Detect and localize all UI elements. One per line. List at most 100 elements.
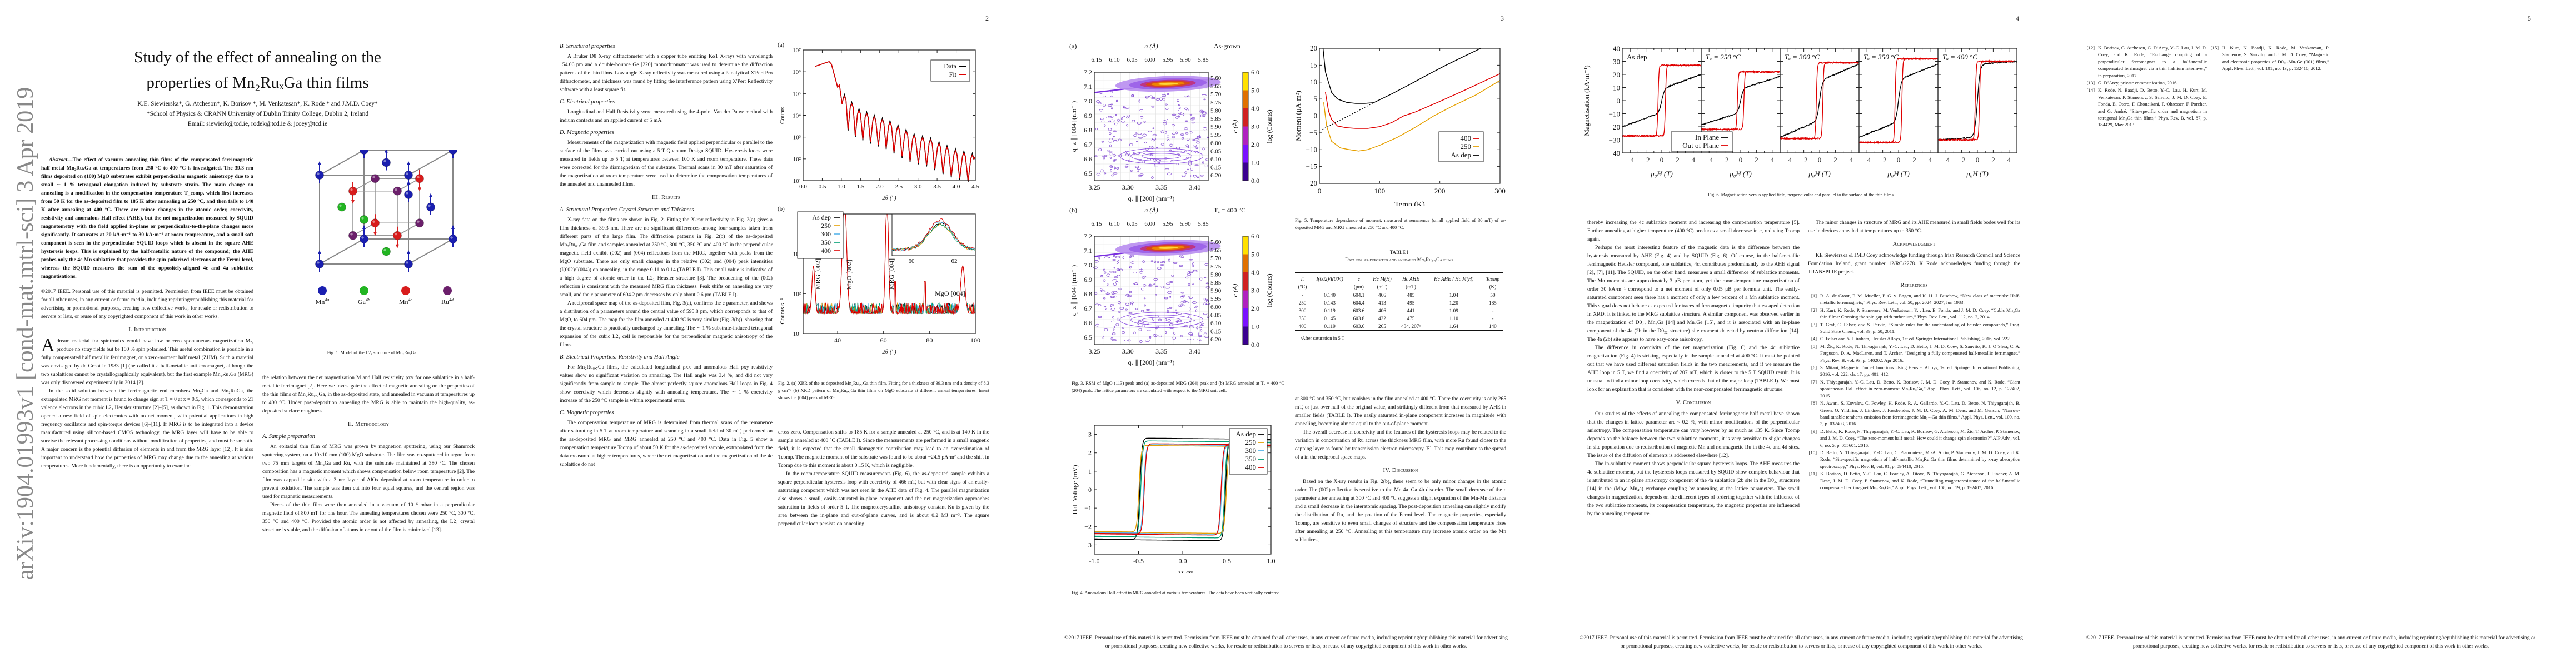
y-tick-label: 3 bbox=[1088, 431, 1092, 439]
contour-speck bbox=[1113, 153, 1116, 157]
legend-label: In Plane bbox=[1695, 133, 1719, 141]
contour-speck bbox=[1183, 300, 1187, 303]
contour-speck bbox=[1135, 132, 1138, 135]
contour-speck bbox=[1110, 116, 1114, 118]
contour-speck bbox=[1185, 276, 1189, 279]
x-tick-label: 0 bbox=[1818, 156, 1822, 164]
contour-speck bbox=[1204, 277, 1207, 278]
contour-speck bbox=[1115, 256, 1120, 258]
contour-speck bbox=[1180, 301, 1184, 304]
contour-speck bbox=[1126, 114, 1130, 118]
contour-speck bbox=[1111, 320, 1116, 322]
top-tick-label: 6.00 bbox=[1144, 57, 1155, 63]
colorbar-tick-label: 4.0 bbox=[1251, 104, 1259, 112]
contour-speck bbox=[1185, 132, 1189, 135]
p2-right-paragraph-1: cross zero. Compensation shifts to 185 K… bbox=[778, 429, 989, 469]
inset-tick-label: 60 bbox=[909, 258, 915, 265]
left-column-p1: Abstract—The effect of vacuum annealing … bbox=[41, 156, 253, 470]
contour-speck bbox=[1142, 276, 1145, 279]
legend-site: 4a bbox=[325, 297, 330, 302]
fig4-caption: Fig. 4. Anomalous Hall effect in MRG ann… bbox=[1072, 590, 1281, 595]
contour-speck bbox=[1185, 301, 1189, 303]
atom-mn4a bbox=[426, 202, 435, 212]
section-references: References bbox=[1900, 282, 1928, 288]
table-header-cell: Hc M(H) bbox=[1368, 272, 1397, 283]
top-tick-label: 6.10 bbox=[1109, 57, 1120, 63]
contour-speck bbox=[1143, 284, 1147, 287]
contour-speck bbox=[1115, 323, 1119, 326]
contour-speck bbox=[1133, 134, 1137, 137]
top-tick-label: 5.95 bbox=[1162, 221, 1173, 227]
contour-speck bbox=[1125, 293, 1130, 297]
contour-speck bbox=[1098, 316, 1102, 318]
contour-speck bbox=[1138, 328, 1142, 331]
table-cell: 0.119 bbox=[1324, 308, 1336, 313]
y-tick-label: 15 bbox=[1310, 61, 1317, 69]
contour-speck bbox=[1199, 339, 1202, 342]
contour-speck bbox=[1139, 271, 1144, 274]
arrow-head bbox=[407, 161, 410, 165]
contour-speck bbox=[1101, 120, 1105, 122]
right-axis-label: c (Å) bbox=[1231, 120, 1239, 133]
legend-label: 400 bbox=[1245, 463, 1257, 471]
legend-label: Mn bbox=[315, 298, 325, 306]
arrow-head bbox=[407, 250, 410, 254]
table-cell: 603.6 bbox=[1353, 308, 1365, 313]
right-column-p4: The minor changes in structure of MRG an… bbox=[1808, 218, 2020, 491]
contour-speck bbox=[1130, 301, 1134, 304]
contour-speck bbox=[1169, 307, 1173, 309]
legend-item: Mn4a bbox=[311, 286, 333, 306]
contour-speck bbox=[1150, 260, 1154, 262]
legend-label: 400 bbox=[821, 247, 831, 255]
colorbar-segment bbox=[1243, 236, 1248, 255]
y-tick-label: 40 bbox=[1613, 44, 1620, 53]
contour-speck bbox=[1112, 271, 1117, 273]
atom-ru bbox=[415, 218, 424, 228]
reference-item: [2] H. Kurt, K. Rode, P. Stamenov, M. Ven… bbox=[1808, 307, 2020, 321]
atom-mn4a bbox=[382, 158, 391, 167]
contour-speck bbox=[1167, 311, 1169, 313]
panel-label: (a) bbox=[778, 42, 785, 48]
x-tick-label: 4 bbox=[1771, 156, 1775, 164]
colorbar-tick-label: 2.0 bbox=[1251, 141, 1259, 148]
x-tick-label: 2 bbox=[1991, 156, 1995, 164]
contour-speck bbox=[1175, 116, 1179, 119]
table-unit-cell bbox=[1310, 283, 1350, 291]
reference-item: [14] K. Rode, N. Baadji, D. Betto, Y.-C. … bbox=[2086, 87, 2207, 128]
contour-speck bbox=[1154, 166, 1158, 167]
y-tick-label: −3 bbox=[1084, 541, 1092, 549]
lattice-edge bbox=[319, 238, 365, 265]
x-tick-label: 100 bbox=[970, 336, 980, 344]
x-tick-label: 4 bbox=[1850, 156, 1853, 164]
y-tick-label: 6.9 bbox=[1084, 276, 1092, 283]
arxiv-stamp: arXiv:1904.01993v1 [cond-mat.mtrl-sci] 3… bbox=[13, 87, 38, 580]
contour-speck bbox=[1098, 304, 1102, 306]
fig1-legend: Mn4a Ga4b Mn4c Ru4d bbox=[267, 286, 478, 314]
contour-speck bbox=[1153, 283, 1155, 286]
fig3-caption: Fig. 3. RSM of MgO (113) peak and (a) as… bbox=[1072, 381, 1284, 393]
reference-text: K. Borisov, G. Atcheson, G. D’Arcy, Y.-C… bbox=[2098, 45, 2207, 78]
page-number: 3 bbox=[1501, 14, 1504, 22]
legend-box bbox=[1671, 131, 1733, 152]
atom-ru bbox=[393, 186, 402, 196]
right-column-p2: cross zero. Compensation shifts to 185 K… bbox=[778, 428, 989, 528]
contour-speck bbox=[1184, 120, 1188, 122]
secondary-contour bbox=[1119, 148, 1204, 165]
contour-speck bbox=[1137, 169, 1139, 172]
contour-speck bbox=[1109, 144, 1112, 147]
contour-speck bbox=[1134, 166, 1139, 168]
section-acknowledgment: Acknowledgment bbox=[1892, 241, 1936, 247]
contour-speck bbox=[1193, 175, 1197, 178]
x-axis-label: Temp (K) bbox=[1394, 201, 1425, 206]
contour-speck bbox=[1187, 95, 1190, 97]
contour-speck bbox=[1121, 117, 1123, 120]
table-cell: 441 bbox=[1407, 308, 1415, 313]
reference-text: H. Kurt, K. Rode, P. Stamenov, M. Venkat… bbox=[1820, 307, 2020, 320]
contour-speck bbox=[1153, 164, 1155, 166]
x-axis-label: qₓ ∥ [200] (nm⁻¹) bbox=[1128, 195, 1175, 202]
legend-label: Data bbox=[944, 62, 956, 70]
y-tick-label: 0 bbox=[1314, 112, 1318, 120]
atom-ga bbox=[382, 247, 391, 256]
contour-speck bbox=[1198, 326, 1202, 328]
